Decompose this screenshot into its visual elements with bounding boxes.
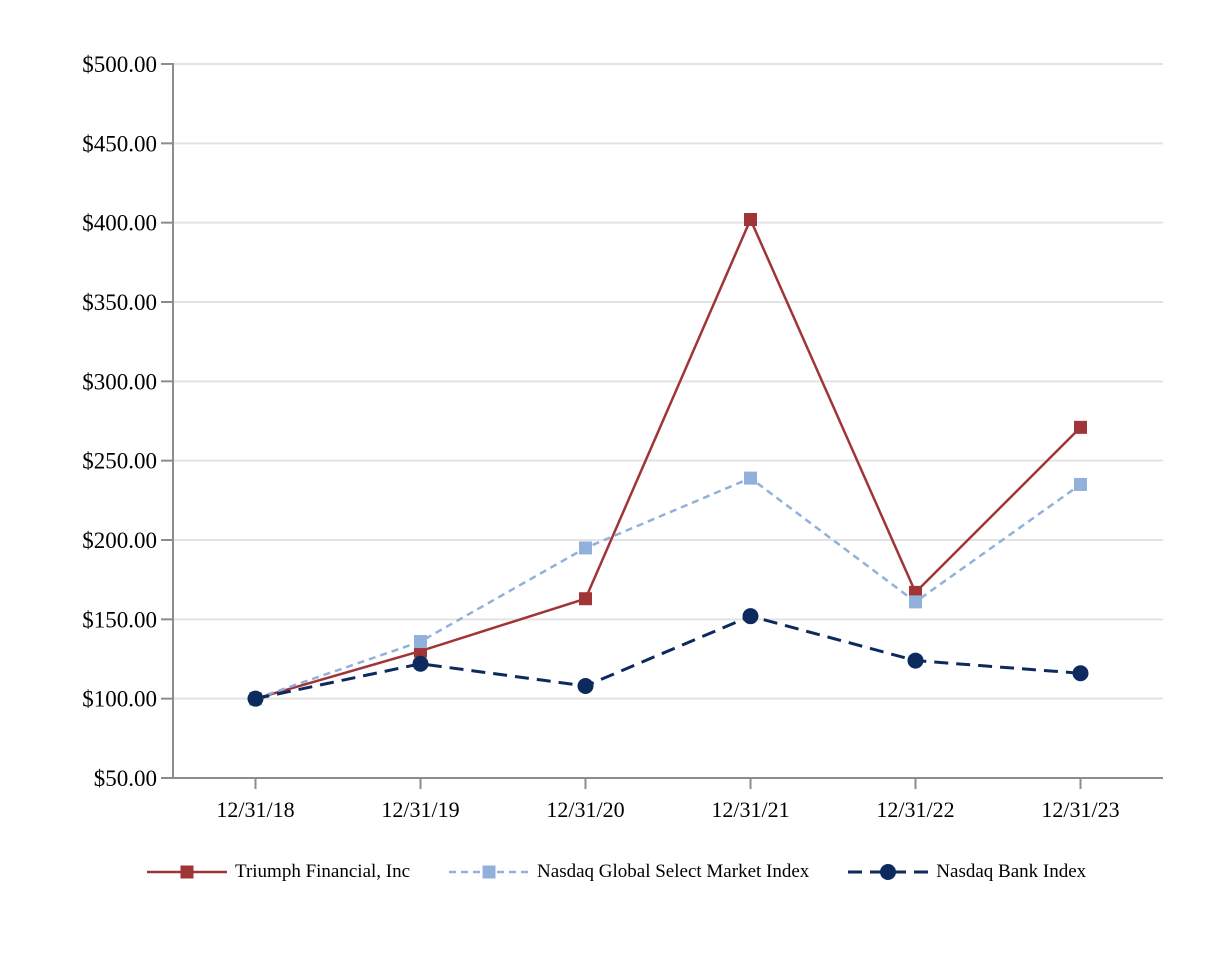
data-point-marker xyxy=(180,865,194,879)
legend-item-nasdaq-bank-index: Nasdaq Bank Index xyxy=(847,861,1086,883)
data-point-marker xyxy=(577,677,594,694)
x-axis-label: 12/31/22 xyxy=(876,797,954,822)
data-point-marker xyxy=(412,655,429,672)
data-point-marker xyxy=(579,541,592,555)
series-nasdaq-bank-index xyxy=(247,608,1089,707)
x-axis-label: 12/31/20 xyxy=(546,797,624,822)
data-point-marker xyxy=(414,635,427,649)
series-line xyxy=(255,476,1082,700)
y-axis-label: $100.00 xyxy=(82,687,157,712)
series-line xyxy=(255,614,1081,701)
data-point-marker xyxy=(1074,477,1087,491)
y-axis-label: $350.00 xyxy=(82,290,157,315)
legend-item-nasdaq-global-select: Nasdaq Global Select Market Index xyxy=(448,861,809,883)
legend-line-sample-nasdaq-bank-index xyxy=(848,864,929,880)
data-point-marker xyxy=(744,471,757,485)
y-axis-label: $400.00 xyxy=(82,211,157,236)
legend-label-nasdaq-bank-index: Nasdaq Bank Index xyxy=(936,861,1087,882)
data-point-marker xyxy=(744,212,757,226)
legend-label-triumph-financial: Triumph Financial, Inc xyxy=(235,861,411,882)
series-triumph-financial-inc xyxy=(249,212,1087,706)
data-point-marker xyxy=(1072,665,1089,682)
legend-item-triumph-financial: Triumph Financial, Inc xyxy=(146,861,410,883)
y-axis-label: $300.00 xyxy=(82,369,157,394)
data-point-marker xyxy=(742,608,759,625)
x-axis-label: 12/31/23 xyxy=(1041,797,1119,822)
legend-label-nasdaq-global-select: Nasdaq Global Select Market Index xyxy=(537,861,810,882)
data-point-marker xyxy=(482,865,496,879)
y-axis-label: $200.00 xyxy=(82,528,157,553)
plot-area: $500.00 $450.00 $400.00 $350.00 $300.00 $250.… xyxy=(82,52,1163,822)
x-axis-label: 12/31/18 xyxy=(216,797,294,822)
y-axis-label: $250.00 xyxy=(82,449,157,474)
y-axis-label: $150.00 xyxy=(82,607,157,632)
data-point-marker xyxy=(907,652,924,669)
chart-legend: Triumph Financial, Inc Nasdaq Global Sel… xyxy=(146,861,1086,883)
x-axis-label: 12/31/19 xyxy=(381,797,459,822)
y-axis-label: $500.00 xyxy=(82,52,157,77)
legend-line-sample-nasdaq-global-select xyxy=(449,865,530,879)
legend-line-sample-triumph-financial xyxy=(147,865,227,879)
series-nasdaq-global-select-market-index xyxy=(249,471,1087,706)
data-point-marker xyxy=(579,592,592,606)
x-axis-label: 12/31/21 xyxy=(711,797,789,822)
data-point-marker xyxy=(880,864,897,880)
y-axis-label: $50.00 xyxy=(94,766,157,791)
y-axis-label: $450.00 xyxy=(82,131,157,156)
data-point-marker xyxy=(909,595,922,609)
data-point-marker xyxy=(247,690,264,707)
series-line xyxy=(255,216,1082,700)
data-point-marker xyxy=(1074,420,1087,434)
